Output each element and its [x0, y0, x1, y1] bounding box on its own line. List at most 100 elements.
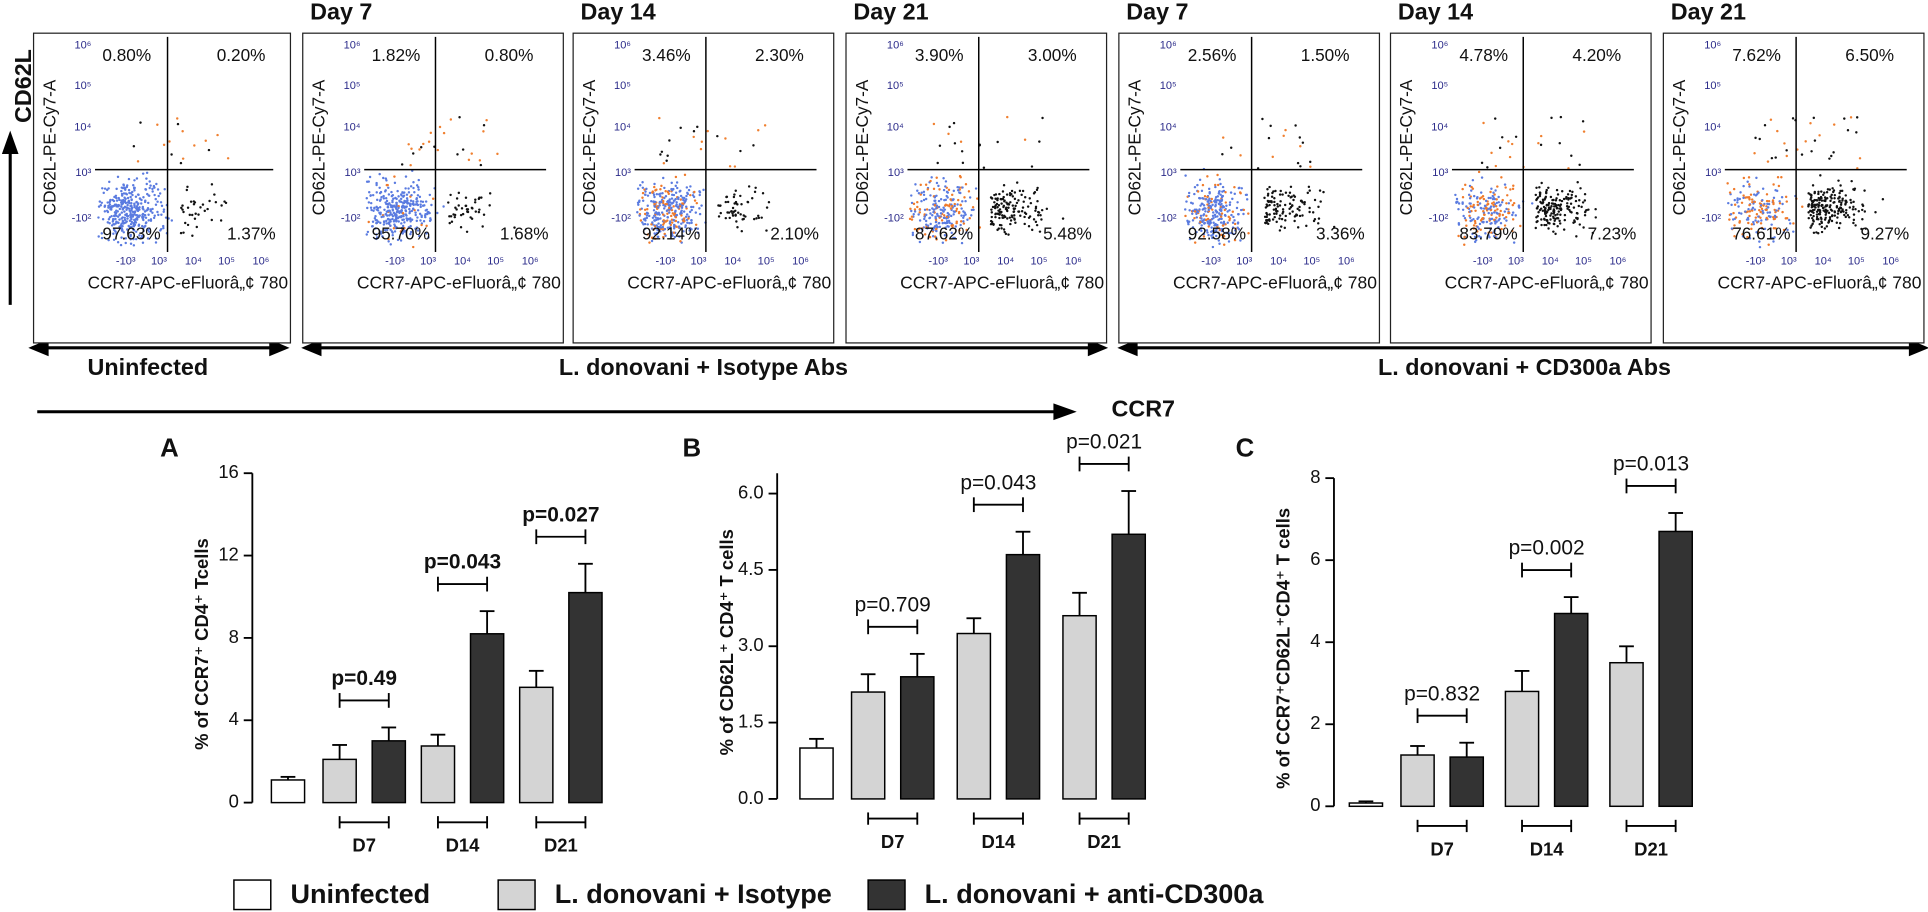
- event-dot: [408, 210, 412, 213]
- event-dot: [465, 230, 469, 234]
- event-dot: [1213, 224, 1216, 227]
- event-dot: [1752, 193, 1756, 196]
- event-dot: [1545, 190, 1548, 194]
- event-dot: [1030, 228, 1034, 232]
- event-dot: [1489, 205, 1493, 208]
- event-dot: [101, 187, 104, 190]
- event-dot: [1001, 216, 1004, 220]
- event-dot: [460, 207, 464, 210]
- event-dot: [1835, 221, 1839, 224]
- event-dot: [1472, 224, 1476, 227]
- event-dot: [368, 175, 372, 179]
- event-dot: [368, 191, 371, 194]
- event-dot: [419, 205, 422, 209]
- event-dot: [1552, 209, 1556, 213]
- event-dot: [641, 181, 644, 184]
- event-dot: [1231, 210, 1235, 214]
- flow-ytick: -10²: [1157, 213, 1177, 225]
- event-dot: [1550, 212, 1553, 215]
- event-dot: [1807, 211, 1810, 214]
- event-dot: [1733, 203, 1737, 206]
- event-dot: [1538, 186, 1541, 189]
- event-dot: [1488, 235, 1491, 239]
- event-dot: [1213, 230, 1217, 233]
- event-dot: [679, 194, 683, 198]
- event-dot: [683, 201, 686, 204]
- event-dot: [932, 208, 935, 211]
- event-dot: [1544, 214, 1548, 218]
- arrow-head: [269, 339, 290, 357]
- event-dot: [369, 194, 372, 198]
- event-dot: [910, 201, 914, 205]
- event-dot: [1004, 232, 1008, 236]
- event-dot: [1013, 191, 1017, 194]
- event-dot: [1462, 214, 1465, 218]
- event-dot: [1195, 208, 1198, 211]
- event-dot: [1021, 189, 1025, 193]
- event-dot: [1481, 217, 1485, 220]
- event-dot: [1761, 198, 1764, 202]
- event-dot: [964, 183, 968, 186]
- event-dot: [132, 225, 136, 228]
- event-dot: [1207, 187, 1211, 191]
- event-dot: [1040, 218, 1043, 221]
- event-dot: [994, 215, 997, 219]
- event-dot: [157, 213, 160, 217]
- event-dot: [1828, 157, 1831, 160]
- event-dot: [417, 188, 420, 191]
- quadrant-percent: 76.61%: [1732, 223, 1790, 243]
- event-dot: [144, 188, 147, 191]
- event-dot: [744, 215, 747, 218]
- event-dot: [122, 183, 125, 186]
- event-dot: [191, 234, 194, 237]
- event-dot: [192, 200, 196, 203]
- flow-xtick: 10³: [963, 256, 979, 268]
- event-dot: [1493, 229, 1496, 233]
- event-dot: [1211, 245, 1215, 249]
- event-dot: [375, 205, 378, 209]
- event-dot: [226, 157, 230, 160]
- event-dot: [974, 187, 978, 190]
- event-dot: [459, 226, 463, 229]
- event-dot: [1577, 204, 1581, 208]
- event-dot: [1772, 217, 1776, 221]
- event-dot: [1556, 225, 1559, 228]
- legend-label: L. donovani + Isotype: [555, 879, 832, 909]
- event-dot: [147, 213, 150, 216]
- event-dot: [372, 209, 375, 213]
- event-dot: [162, 208, 166, 211]
- event-dot: [388, 209, 391, 212]
- event-dot: [1840, 201, 1843, 205]
- event-dot: [449, 193, 452, 197]
- event-dot: [1785, 149, 1788, 152]
- event-dot: [683, 173, 687, 177]
- event-dot: [438, 125, 442, 129]
- event-dot: [1028, 197, 1031, 200]
- event-dot: [1731, 218, 1735, 221]
- event-dot: [1484, 204, 1487, 208]
- event-dot: [734, 189, 737, 192]
- event-dot: [1864, 227, 1867, 230]
- event-dot: [121, 208, 125, 211]
- event-dot: [1036, 199, 1039, 203]
- event-dot: [1746, 235, 1749, 239]
- p-value: p=0.021: [1066, 431, 1142, 454]
- event-dot: [124, 201, 128, 205]
- event-dot: [396, 238, 400, 242]
- event-dot: [953, 202, 957, 206]
- event-dot: [380, 215, 383, 219]
- event-dot: [428, 219, 432, 223]
- event-dot: [401, 191, 404, 194]
- event-dot: [1535, 220, 1538, 224]
- event-dot: [186, 185, 189, 189]
- event-dot: [1546, 221, 1550, 225]
- event-dot: [1017, 199, 1020, 202]
- event-dot: [1512, 201, 1516, 205]
- event-dot: [760, 216, 763, 219]
- event-dot: [385, 210, 389, 214]
- event-dot: [1209, 199, 1212, 203]
- event-dot: [672, 218, 675, 222]
- flow-ytick: 10⁴: [1431, 122, 1448, 134]
- event-dot: [1497, 195, 1500, 199]
- event-dot: [378, 186, 381, 190]
